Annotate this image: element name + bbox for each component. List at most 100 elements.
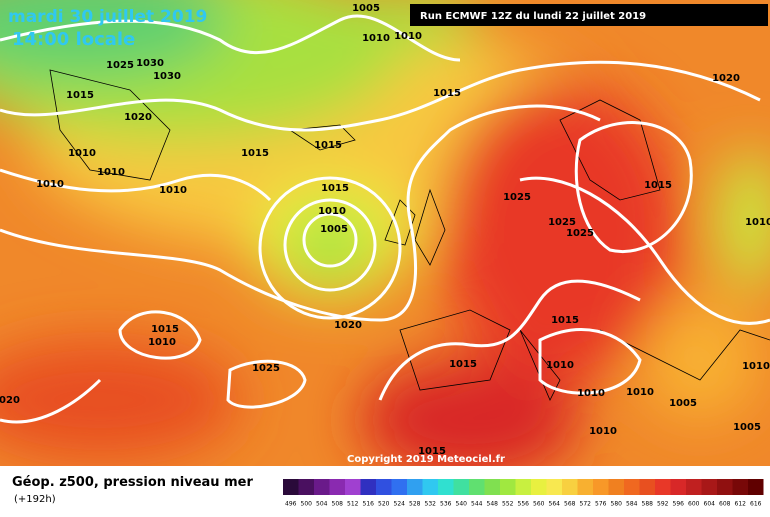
scale-swatch xyxy=(670,479,686,495)
isobar-label: 1005 xyxy=(669,398,697,409)
scale-swatch xyxy=(283,479,299,495)
isobar-label: 1015 xyxy=(321,183,349,194)
legend-subtitle: (+192h) xyxy=(14,494,56,505)
isobar-label: 1015 xyxy=(418,446,446,457)
isobar-label: 1030 xyxy=(153,71,181,82)
scale-label: 612 xyxy=(735,501,747,508)
scale-label: 588 xyxy=(642,501,654,508)
scale-label: 520 xyxy=(378,501,390,508)
scale-swatch xyxy=(686,479,702,495)
scale-label: 584 xyxy=(626,501,638,508)
scale-swatch xyxy=(360,479,376,495)
scale-label: 568 xyxy=(564,501,576,508)
isobar-label: 1010 xyxy=(36,179,64,190)
isobar-label: 1015 xyxy=(66,90,94,101)
copyright: Copyright 2019 Meteociel.fr xyxy=(347,454,505,465)
isobar-label: 1020 xyxy=(712,73,740,84)
isobar-label: 1010 xyxy=(577,388,605,399)
scale-label: 572 xyxy=(580,501,592,508)
isobar-label: 1010 xyxy=(745,217,770,228)
scale-swatch xyxy=(531,479,547,495)
scale-swatch xyxy=(422,479,438,495)
isobar-label: 1025 xyxy=(566,228,594,239)
scale-swatch xyxy=(329,479,345,495)
scale-swatch xyxy=(314,479,330,495)
isobar-label: 1010 xyxy=(626,387,654,398)
scale-swatch xyxy=(376,479,392,495)
legend-title: Géop. z500, pression niveau mer xyxy=(12,475,253,490)
scale-label: 604 xyxy=(704,501,716,508)
scale-label: 508 xyxy=(332,501,344,508)
scale-swatch xyxy=(624,479,640,495)
time: 14:00 locale xyxy=(12,29,135,50)
scale-swatch xyxy=(438,479,454,495)
scale-label: 532 xyxy=(425,501,437,508)
scale-swatch xyxy=(515,479,531,495)
scale-label: 528 xyxy=(409,501,421,508)
scale-label: 580 xyxy=(611,501,623,508)
scale-label: 504 xyxy=(316,501,328,508)
isobar-label: 1010 xyxy=(68,148,96,159)
isobar-label: 1030 xyxy=(136,58,164,69)
isobar-label: 1005 xyxy=(352,3,380,14)
isobar-label: 1005 xyxy=(733,422,761,433)
scale-label: 556 xyxy=(518,501,530,508)
scale-swatch xyxy=(453,479,469,495)
isobar-label: 1010 xyxy=(394,31,422,42)
scale-label: 512 xyxy=(347,501,359,508)
scale-swatch xyxy=(298,479,314,495)
isobar-label: 1020 xyxy=(334,320,362,331)
isobar-label: 1015 xyxy=(644,180,672,191)
scale-label: 576 xyxy=(595,501,607,508)
isobar-label: 1005 xyxy=(320,224,348,235)
scale-swatch xyxy=(391,479,407,495)
isobar-label: 1025 xyxy=(106,60,134,71)
scale-label: 596 xyxy=(673,501,685,508)
scale-label: 592 xyxy=(657,501,669,508)
scale-swatch xyxy=(469,479,485,495)
scale-swatch xyxy=(500,479,516,495)
isobar-label: 1020 xyxy=(0,395,20,406)
scale-swatch xyxy=(639,479,655,495)
scale-swatch xyxy=(484,479,500,495)
scale-swatch xyxy=(345,479,361,495)
isobar-label: 1010 xyxy=(362,33,390,44)
isobar-label: 1010 xyxy=(742,361,770,372)
scale-swatch xyxy=(608,479,624,495)
scale-swatch xyxy=(562,479,578,495)
run: Run ECMWF 12Z du lundi 22 juillet 2019 xyxy=(420,11,646,22)
scale-label: 548 xyxy=(487,501,499,508)
color-scale: 496 500 504 508 512 516 520 524 528 532 536 540 544 5… xyxy=(283,479,764,508)
isobar-label: 1015 xyxy=(151,324,179,335)
isobar-label: 1010 xyxy=(546,360,574,371)
isobar-label: 1010 xyxy=(318,206,346,217)
scale-label: 536 xyxy=(440,501,452,508)
scale-swatch xyxy=(732,479,748,495)
isobar-label: 1015 xyxy=(433,88,461,99)
run-box xyxy=(410,4,768,26)
scale-label: 608 xyxy=(719,501,731,508)
scale-swatch xyxy=(593,479,609,495)
scale-label: 516 xyxy=(363,501,375,508)
scale-label: 524 xyxy=(394,501,406,508)
isobar-label: 1025 xyxy=(548,217,576,228)
isobar-label: 1010 xyxy=(589,426,617,437)
scale-label: 544 xyxy=(471,501,483,508)
scale-label: 600 xyxy=(688,501,700,508)
scale-swatch xyxy=(748,479,764,495)
scale-swatch xyxy=(546,479,562,495)
scale-label: 540 xyxy=(456,501,468,508)
scale-swatch xyxy=(655,479,671,495)
scale-label: 496 xyxy=(285,501,297,508)
scale-label: 560 xyxy=(533,501,545,508)
scale-swatch xyxy=(717,479,733,495)
isobar-label: 1015 xyxy=(241,148,269,159)
scale-swatch xyxy=(701,479,717,495)
isobar-label: 1015 xyxy=(449,359,477,370)
scale-label: 552 xyxy=(502,501,514,508)
date: mardi 30 juillet 2019 xyxy=(8,7,207,27)
isobar-label: 1010 xyxy=(148,337,176,348)
isobar-label: 1015 xyxy=(551,315,579,326)
